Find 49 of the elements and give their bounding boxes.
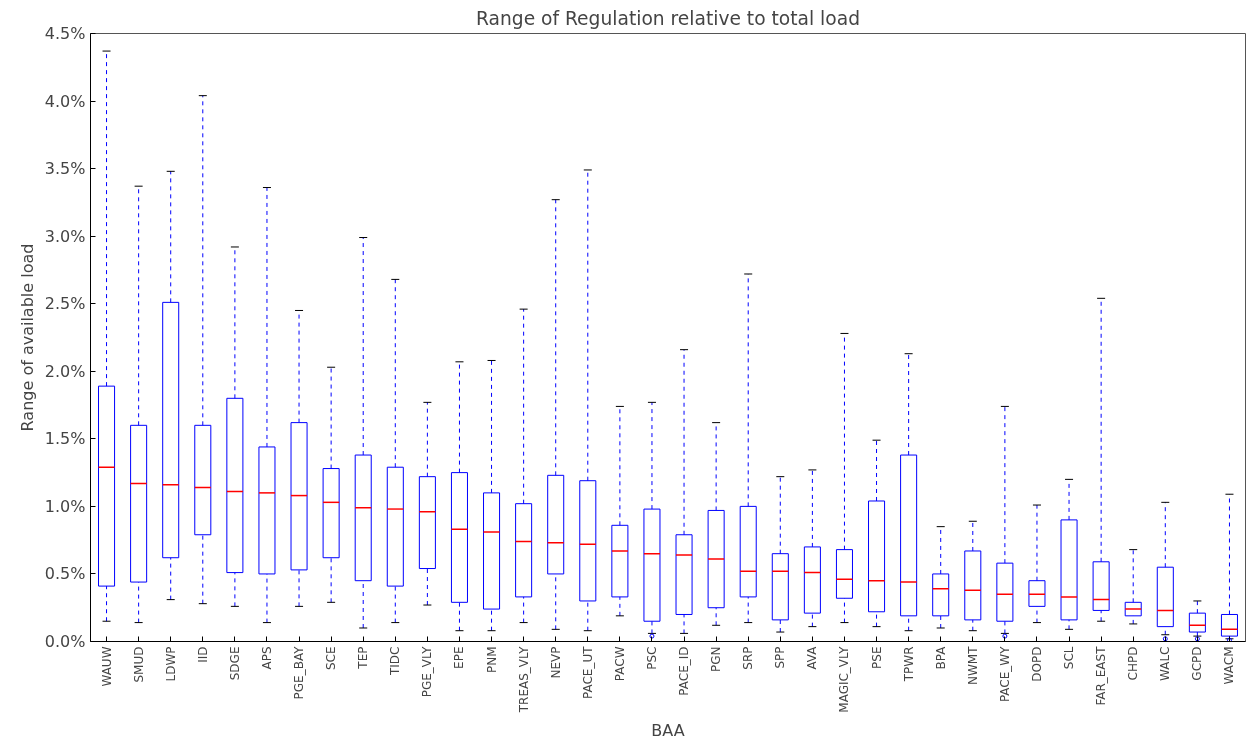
x-tick-label: LDWP: [163, 646, 178, 682]
x-tick-label: PGN: [709, 646, 724, 673]
x-tick-label: TPWR: [901, 646, 916, 683]
x-tick-label: EPE: [452, 646, 467, 669]
y-tick-label: 3.0%: [44, 226, 86, 246]
x-axis-title: BAA: [651, 720, 685, 740]
x-tick-label: WACM: [1222, 646, 1237, 685]
x-tick-label: SRP: [741, 646, 756, 670]
x-tick-label: NWMT: [965, 645, 980, 686]
x-tick-label: TREAS_VLY: [516, 645, 531, 714]
x-tick-label: PACE_UT: [580, 645, 595, 700]
x-tick-label: AVA: [805, 645, 820, 670]
x-tick-label: PGE_BAY: [292, 645, 307, 700]
x-tick-label: SMUD: [131, 646, 146, 683]
x-tick-label: TIDC: [388, 646, 403, 676]
x-tick-label: PGE_VLY: [420, 645, 435, 698]
x-tick-label: FAR_EAST: [1094, 645, 1109, 706]
x-tick-label: GCPD: [1190, 646, 1205, 681]
x-tick-label: PSC: [644, 646, 659, 670]
x-tick-label: IID: [195, 646, 210, 663]
y-tick-label: 1.0%: [44, 496, 86, 516]
x-tick-label: PACW: [612, 646, 627, 682]
x-tick-label: DOPD: [1029, 646, 1044, 682]
y-tick-label: 1.5%: [44, 429, 86, 449]
y-tick-label: 2.5%: [44, 294, 86, 314]
x-tick-label: SCE: [324, 646, 339, 671]
y-tick-label: 4.5%: [44, 24, 86, 43]
x-tick-label: PACE_WY: [997, 645, 1012, 703]
y-tick-label: 0.0%: [44, 632, 86, 651]
x-tick-label: CHPD: [1126, 646, 1141, 681]
x-tick-label: SPP: [773, 646, 788, 669]
y-axis-title: Range of available load: [17, 243, 37, 432]
x-tick-label: PACE_ID: [677, 646, 692, 696]
x-tick-label: PSE: [869, 646, 884, 669]
x-tick-label: PNM: [484, 646, 499, 674]
y-tick-label: 3.5%: [44, 159, 86, 179]
x-tick-label: BPA: [933, 645, 948, 670]
x-tick-label: TEP: [356, 646, 371, 670]
x-tick-label: APS: [259, 646, 274, 670]
x-tick-label: NEVP: [548, 646, 563, 679]
x-tick-label: MAGIC_VLY: [837, 645, 852, 713]
y-tick-label: 4.0%: [44, 91, 86, 111]
y-tick-label: 2.0%: [44, 361, 86, 381]
x-tick-label: SDGE: [227, 646, 242, 681]
x-tick-label: WALC: [1158, 646, 1173, 681]
x-tick-label: WAUW: [99, 646, 114, 687]
y-tick-label: 0.5%: [44, 564, 86, 584]
chart-title: Range of Regulation relative to total load: [476, 7, 860, 29]
x-tick-label: SCL: [1062, 646, 1077, 670]
